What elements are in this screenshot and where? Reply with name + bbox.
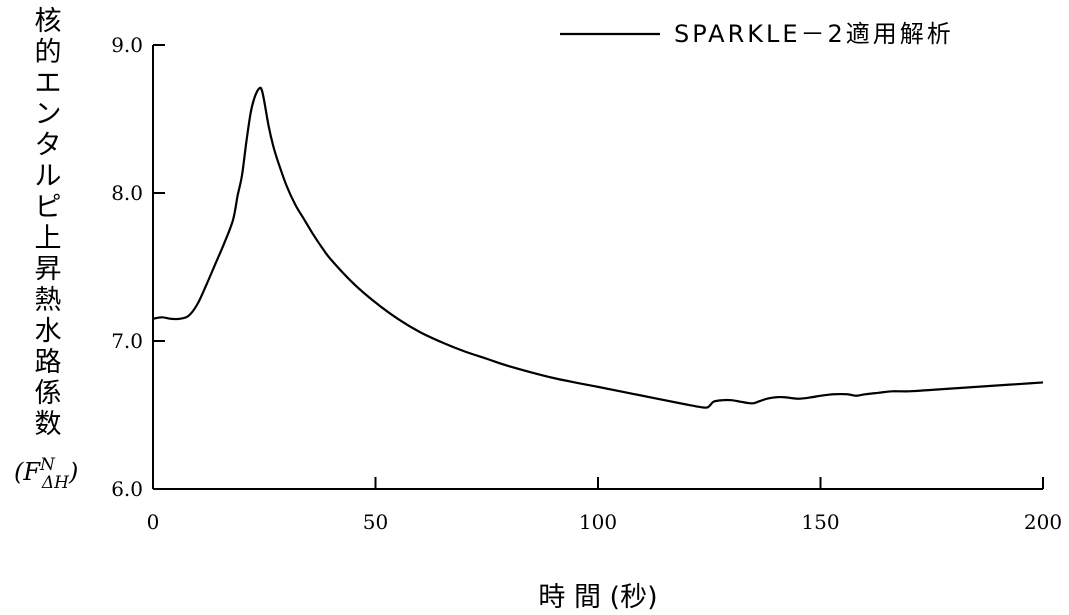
y-axis-symbol-close: ) [68,458,78,486]
y-axis-label-char: 昇 [35,254,62,285]
y-axis-symbol-sub: ΔH [41,473,70,493]
y-axis-label-char: 熱 [35,285,62,316]
y-tick-label: 8.0 [111,181,143,205]
y-axis-symbol: (FN ΔH) [14,455,78,493]
y-axis-label-char: エ [35,68,62,99]
y-axis-label-char: 核 [35,6,62,37]
y-axis-label-char: 水 [35,316,62,347]
y-tick-label: 9.0 [111,33,143,57]
legend: SPARKLE－2適用解析 [560,20,954,48]
y-axis-label-char: ピ [35,192,62,223]
x-tick-labels: 0 50 100 150 200 [147,510,1062,534]
y-axis-label-char: タ [35,130,62,161]
y-axis-symbol-base: (F [14,458,41,486]
y-axis-label-char: 的 [35,37,62,68]
y-axis-label-char: ン [35,99,62,130]
y-axis-label-char: 上 [35,223,62,254]
x-tick-label: 0 [147,510,160,534]
series-line-sparkle-2 [152,86,1044,409]
x-tick-label: 50 [363,510,388,534]
x-axis-label: 時 間 (秒) [538,582,657,613]
x-tick-label: 100 [579,510,617,534]
axes [152,44,1044,490]
y-axis-label-char: 係 [35,378,62,409]
y-tick-labels: 6.0 7.0 8.0 9.0 [111,33,143,501]
legend-entry-sparkle-2: SPARKLE－2適用解析 [674,20,954,48]
y-axis-label-char: 路 [35,347,62,378]
y-axis-label-char: 数 [35,409,62,440]
x-tick-label: 150 [801,510,839,534]
y-tick-label: 6.0 [111,477,143,501]
y-tick-label: 7.0 [111,329,143,353]
y-axis-symbol-sup: N [39,455,56,475]
x-tick-label: 200 [1024,510,1062,534]
y-axis-label-char: ル [35,161,62,192]
